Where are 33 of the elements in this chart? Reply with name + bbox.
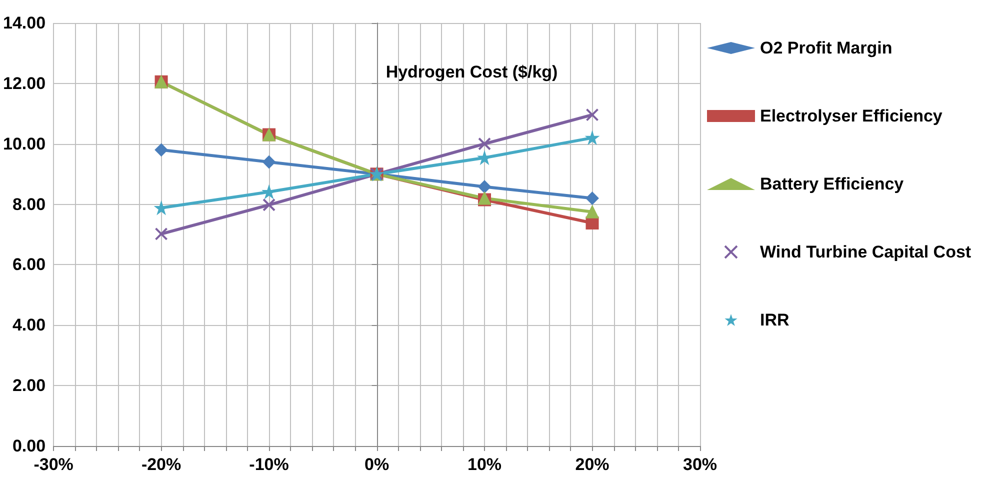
point xyxy=(154,143,168,156)
x-tick-label: 30% xyxy=(682,455,718,474)
point xyxy=(586,192,599,205)
y-tick-label: 12.00 xyxy=(2,74,46,93)
y-tick-label: 2.00 xyxy=(12,376,46,396)
legend-label: Electrolyser Efficiency xyxy=(760,106,943,126)
x-tick-label: 20% xyxy=(575,455,610,474)
point xyxy=(478,151,492,164)
legend-label: IRR xyxy=(760,310,790,330)
point xyxy=(154,227,168,240)
point xyxy=(478,180,492,194)
y-tick-label: 14.00 xyxy=(2,14,46,32)
x-tick-label: 0% xyxy=(364,455,390,474)
x-tick-label: -10% xyxy=(249,455,289,474)
y-tick-label: 4.00 xyxy=(12,316,46,335)
point xyxy=(586,108,599,122)
point xyxy=(586,131,599,144)
point xyxy=(262,198,276,212)
legend-label: Battery Efficiency xyxy=(760,174,904,194)
point xyxy=(262,155,276,168)
y-tick-label: 10.00 xyxy=(2,134,46,154)
y-tick-label: 0.00 xyxy=(12,436,46,456)
y-tick-label: 6.00 xyxy=(12,255,46,274)
x-tick-label: -30% xyxy=(34,455,74,474)
y-axis-title: Hydrogen Cost ($/kg) xyxy=(386,62,558,82)
x-tick-label: -20% xyxy=(141,455,182,474)
legend-label: O2 Profit Margin xyxy=(760,38,892,58)
point xyxy=(478,137,492,150)
legend-label: Wind Turbine Capital Cost xyxy=(760,242,972,262)
point xyxy=(262,185,276,198)
point xyxy=(154,201,168,214)
y-tick-label: 8.00 xyxy=(12,194,46,214)
x-tick-label: 10% xyxy=(468,455,502,474)
